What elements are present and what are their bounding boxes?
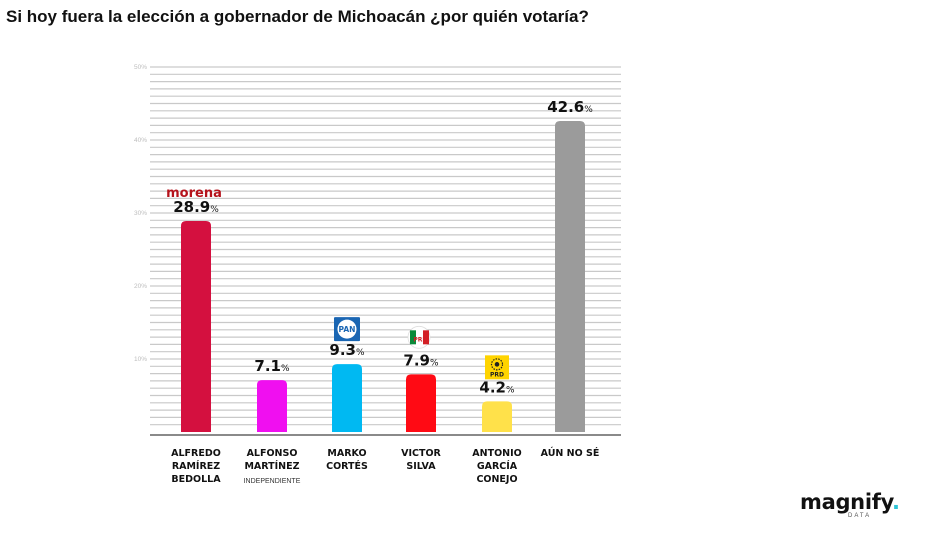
party-logo-pri-green	[410, 330, 416, 345]
party-logo-prd-text: PRD	[490, 371, 504, 378]
data-label: 7.1%	[254, 357, 290, 375]
category-label: ANTONIO	[472, 448, 521, 459]
y-tick-label: 30%	[134, 210, 147, 217]
category-label: ALFREDO	[171, 448, 221, 459]
bar	[332, 364, 362, 432]
party-logo-prd-sun	[490, 358, 504, 371]
party-logo-pan-text: PAN	[339, 325, 356, 334]
category-label: ALFONSO	[247, 448, 298, 459]
bar	[181, 221, 211, 432]
y-tick-label: 50%	[134, 64, 147, 71]
category-label: SILVA	[406, 461, 436, 472]
y-tick-label: 20%	[134, 283, 147, 290]
brand-name: magnify	[800, 490, 893, 514]
bar	[482, 401, 512, 432]
category-label: MARTÍNEZ	[244, 460, 299, 472]
category-label: MARKO	[327, 448, 366, 459]
category-label: GARCÍA	[477, 460, 518, 472]
bar	[406, 374, 436, 432]
category-label: CONEJO	[476, 474, 517, 485]
category-sublabel: INDEPENDIENTE	[244, 478, 301, 485]
y-tick-label: 10%	[134, 356, 147, 363]
page-title: Si hoy fuera la elección a gobernador de…	[6, 7, 589, 26]
data-label: 28.9%	[173, 198, 219, 216]
brand-logo: magnify.	[800, 490, 900, 514]
party-logo-morena: morena	[166, 186, 222, 201]
bar	[555, 121, 585, 433]
data-label: 7.9%	[403, 351, 439, 369]
category-label: CORTÉS	[326, 460, 368, 472]
y-tick-label: 40%	[134, 137, 147, 144]
party-logo-prd-core	[494, 362, 500, 367]
party-logo-pri-text: PRI	[413, 336, 424, 343]
party-logo-pan-circle	[337, 319, 357, 339]
bar	[257, 380, 287, 432]
category-label: AÚN NO SÉ	[541, 447, 600, 459]
brand-dot: .	[892, 490, 900, 514]
category-label: VICTOR	[401, 448, 441, 459]
category-label: RAMÍREZ	[172, 460, 220, 472]
data-label: 9.3%	[329, 341, 365, 359]
data-label: 42.6%	[547, 98, 593, 116]
category-label: BEDOLLA	[171, 474, 221, 485]
data-label: 4.2%	[479, 378, 515, 396]
party-logo-pri-red	[423, 330, 429, 345]
brand-sub: DATA	[848, 513, 872, 519]
